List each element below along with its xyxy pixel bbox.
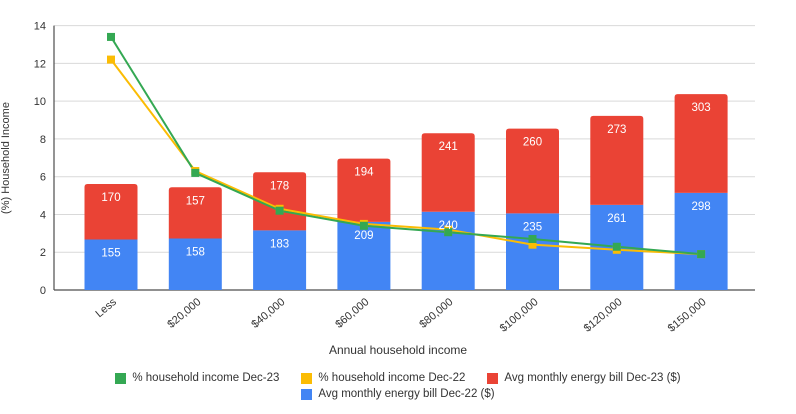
svg-text:0: 0 xyxy=(40,285,46,297)
svg-text:8: 8 xyxy=(40,134,46,146)
svg-text:260: 260 xyxy=(523,137,542,149)
svg-text:240: 240 xyxy=(439,220,458,232)
svg-text:194: 194 xyxy=(354,167,374,179)
svg-text:209: 209 xyxy=(354,230,373,242)
svg-text:4: 4 xyxy=(40,209,46,221)
svg-text:14: 14 xyxy=(34,21,46,33)
svg-text:303: 303 xyxy=(692,102,711,114)
svg-text:261: 261 xyxy=(607,213,626,225)
svg-text:298: 298 xyxy=(692,201,711,213)
svg-text:183: 183 xyxy=(270,238,289,250)
svg-text:235: 235 xyxy=(523,221,542,233)
svg-text:170: 170 xyxy=(101,192,120,204)
svg-text:12: 12 xyxy=(34,58,46,70)
svg-text:6: 6 xyxy=(40,172,46,184)
svg-text:178: 178 xyxy=(270,180,289,192)
svg-text:155: 155 xyxy=(101,247,120,259)
svg-text:157: 157 xyxy=(186,195,205,207)
svg-text:2: 2 xyxy=(40,247,46,259)
svg-text:241: 241 xyxy=(439,141,458,153)
svg-text:10: 10 xyxy=(34,96,46,108)
svg-text:158: 158 xyxy=(186,246,205,258)
svg-text:273: 273 xyxy=(607,124,626,136)
